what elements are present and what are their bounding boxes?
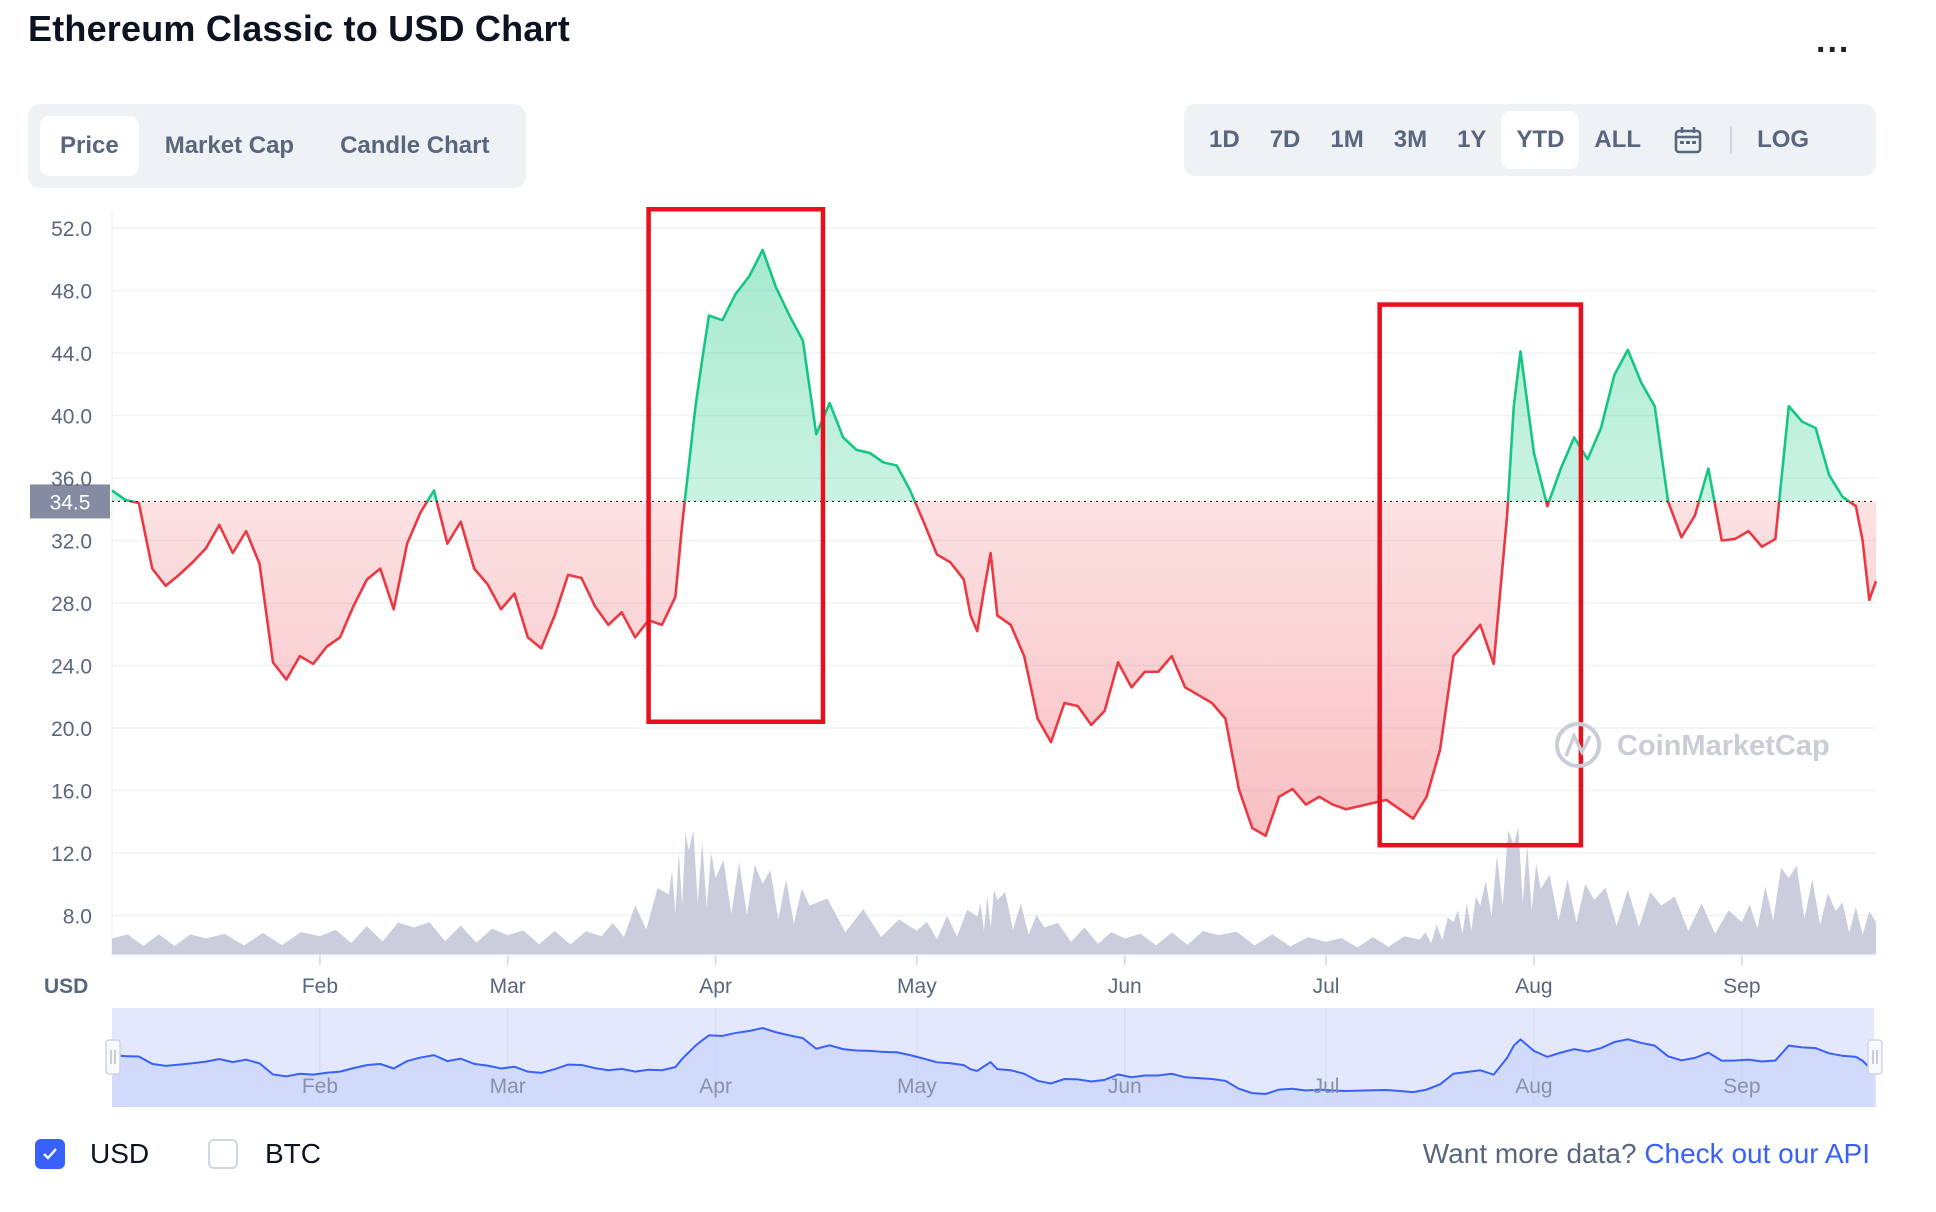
range-3m[interactable]: 3M — [1393, 126, 1428, 153]
currency-axis-label: USD — [44, 975, 88, 998]
y-tick-label: 20.0 — [51, 718, 92, 741]
highlight-box — [646, 207, 826, 724]
y-axis: 52.0 48.0 44.0 40.0 36.0 32.0 28.0 24.0 20.0 16.0… — [51, 218, 92, 929]
range-tab-group: 1D 7D 1M 3M 1Y YTD ALL LOG — [1184, 104, 1876, 176]
btc-checkbox[interactable] — [208, 1139, 238, 1169]
api-prompt-text: Want more data? — [1422, 1138, 1637, 1169]
navigator-month-label: May — [897, 1075, 937, 1098]
usd-label: USD — [90, 1138, 150, 1169]
navigator-month-label: Jun — [1108, 1075, 1142, 1098]
y-tick-label: 40.0 — [51, 406, 92, 429]
volume-bars — [112, 826, 1876, 955]
x-tick-label: Jul — [1313, 975, 1340, 998]
highlight-box — [1377, 302, 1584, 848]
range-navigator[interactable]: Feb Mar Apr May Jun Jul Aug Sep — [105, 1008, 1883, 1107]
range-1d[interactable]: 1D — [1209, 126, 1240, 153]
price-chart[interactable]: 34.5 52.0 48.0 44.0 40.0 36.0 32.0 28.0 24.0 20.… — [0, 0, 1936, 1110]
coinmarketcap-watermark: CoinMarketCap — [1555, 722, 1830, 768]
y-tick-label: 28.0 — [51, 593, 92, 616]
baseline-label: 34.5 — [50, 491, 91, 514]
price-area — [112, 249, 1876, 836]
tab-candle-chart[interactable]: Candle Chart — [340, 132, 490, 159]
y-tick-label: 24.0 — [51, 656, 92, 679]
api-link[interactable]: Check out our API — [1644, 1138, 1870, 1169]
api-prompt: Want more data? Check out our API — [1423, 1138, 1870, 1170]
x-axis: Feb Mar Apr May Jun Jul Aug Sep USD — [44, 954, 1876, 998]
btc-label: BTC — [265, 1138, 321, 1169]
x-tick-label: Feb — [302, 975, 338, 998]
range-ytd[interactable]: YTD — [1501, 111, 1580, 169]
calendar-icon[interactable] — [1656, 124, 1720, 156]
range-1y[interactable]: 1Y — [1457, 126, 1487, 153]
range-divider — [1730, 126, 1733, 154]
price-lines — [111, 248, 1878, 838]
x-tick-label: Mar — [490, 975, 526, 998]
navigator-month-label: Apr — [699, 1075, 732, 1098]
tab-price[interactable]: Price — [40, 116, 139, 176]
navigator-month-label: Mar — [490, 1075, 526, 1098]
price-line-up — [111, 248, 1852, 502]
range-all[interactable]: ALL — [1594, 126, 1642, 153]
y-tick-label: 16.0 — [51, 781, 92, 804]
y-tick-label: 12.0 — [51, 843, 92, 866]
navigator-right-handle — [1867, 1039, 1883, 1075]
navigator-month-label: Feb — [302, 1075, 338, 1098]
y-tick-label: 48.0 — [51, 281, 92, 304]
currency-footer: USD BTC Want more data? Check out our AP… — [0, 1130, 1936, 1180]
navigator-month-label: Jul — [1313, 1075, 1340, 1098]
x-tick-label: Sep — [1723, 975, 1760, 998]
navigator-line — [111, 1026, 1877, 1096]
usd-checkbox[interactable] — [35, 1139, 65, 1169]
chart-title: Ethereum Classic to USD Chart — [28, 8, 570, 49]
x-tick-label: Apr — [699, 975, 732, 998]
navigator-left-handle — [105, 1039, 121, 1075]
check-icon — [43, 1148, 57, 1160]
navigator-month-label: Aug — [1515, 1075, 1552, 1098]
baseline-label-bg — [30, 484, 110, 519]
volume-area — [112, 826, 1876, 955]
y-tick-label: 44.0 — [51, 343, 92, 366]
x-tick-label: May — [897, 975, 937, 998]
tab-market-cap[interactable]: Market Cap — [164, 132, 295, 159]
coinmarketcap-logo-mark — [1564, 731, 1592, 757]
x-tick-label: Aug — [1515, 975, 1552, 998]
coinmarketcap-logo-icon — [1555, 722, 1601, 768]
y-tick-label: 32.0 — [51, 531, 92, 554]
price-line-down — [126, 501, 1878, 838]
y-tick-label: 8.0 — [63, 906, 92, 929]
view-tab-group: Price Market Cap Candle Chart — [28, 104, 526, 188]
highlight-boxes — [646, 207, 1584, 848]
price-area-down — [112, 501, 1876, 836]
more-options-icon[interactable]: ... — [1816, 22, 1851, 60]
range-7d[interactable]: 7D — [1269, 126, 1301, 153]
navigator-month-label: Sep — [1723, 1075, 1760, 1098]
y-tick-label: 52.0 — [51, 218, 92, 241]
range-1m[interactable]: 1M — [1330, 126, 1364, 153]
y-tick-label: 36.0 — [51, 468, 92, 491]
coinmarketcap-watermark-text: CoinMarketCap — [1617, 730, 1830, 762]
log-scale-toggle[interactable]: LOG — [1757, 126, 1810, 153]
x-tick-label: Jun — [1108, 975, 1142, 998]
